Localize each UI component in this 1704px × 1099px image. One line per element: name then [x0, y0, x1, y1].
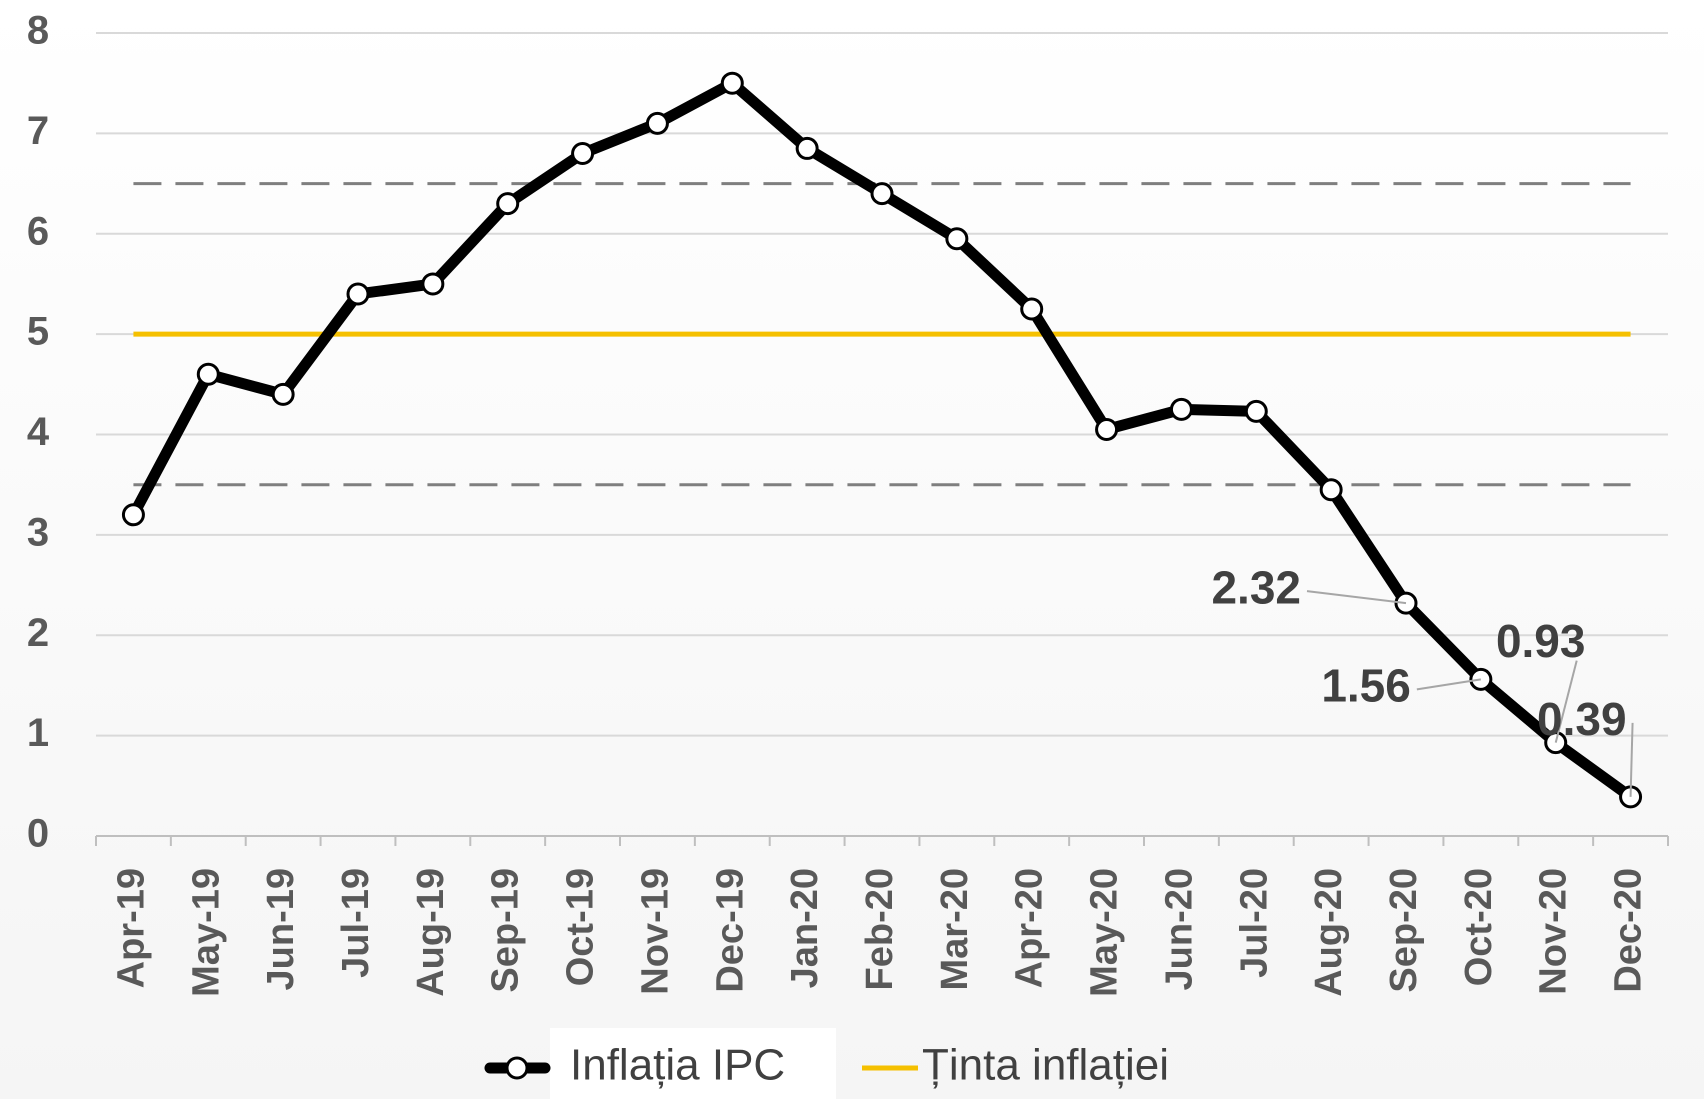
y-tick-label: 0 [27, 812, 49, 856]
y-tick-label: 5 [27, 310, 49, 354]
x-tick-label: Mar-20 [934, 868, 976, 991]
y-tick-label: 7 [27, 109, 49, 153]
y-tick-label: 2 [27, 611, 49, 655]
x-tick-label: Dec-19 [709, 868, 751, 993]
x-tick-label: Nov-20 [1533, 868, 1575, 995]
marker [870, 182, 894, 206]
y-tick-label: 8 [27, 9, 49, 53]
x-tick-label: Jun-19 [260, 868, 302, 990]
data-label: 0.39 [1537, 693, 1627, 745]
marker [795, 136, 819, 160]
x-tick-label: Nov-19 [634, 868, 676, 995]
legend-marker [505, 1056, 529, 1080]
x-tick-label: May-19 [185, 868, 227, 997]
x-tick-label: Dec-20 [1608, 868, 1650, 993]
x-tick-label: Aug-19 [410, 868, 452, 997]
legend-label: Ținta inflației [922, 1041, 1169, 1090]
x-tick-label: Sep-20 [1383, 868, 1425, 993]
data-label: 1.56 [1321, 660, 1411, 712]
marker [645, 111, 669, 135]
x-tick-label: Jul-20 [1233, 868, 1275, 978]
x-tick-label: Oct-20 [1458, 868, 1500, 986]
y-tick-label: 1 [27, 711, 49, 755]
x-tick-label: Feb-20 [859, 868, 901, 990]
marker [496, 192, 520, 216]
label-leader [1306, 590, 1407, 605]
y-tick-label: 6 [27, 209, 49, 253]
data-label: 0.93 [1496, 615, 1586, 667]
y-tick-label: 3 [27, 510, 49, 554]
marker [346, 282, 370, 306]
x-tick-label: Sep-19 [485, 868, 527, 993]
data-label: 2.32 [1211, 561, 1301, 613]
marker [421, 272, 445, 296]
marker [1244, 399, 1268, 423]
y-tick-label: 4 [27, 410, 50, 454]
marker [196, 362, 220, 386]
marker [1319, 478, 1343, 502]
marker [1095, 417, 1119, 441]
marker [571, 141, 595, 165]
marker [1169, 397, 1193, 421]
label-leader [1416, 678, 1482, 691]
label-leader [1554, 660, 1578, 743]
label-leader [1629, 722, 1634, 797]
marker [271, 382, 295, 406]
x-tick-label: Apr-20 [1009, 868, 1051, 988]
legend-box [550, 1028, 836, 1099]
marker [945, 227, 969, 251]
x-tick-label: Oct-19 [560, 868, 602, 986]
x-tick-label: Apr-19 [110, 868, 152, 988]
x-tick-label: Jun-20 [1158, 868, 1200, 990]
marker [720, 71, 744, 95]
x-tick-label: Jan-20 [784, 868, 826, 988]
marker [1020, 297, 1044, 321]
marker [121, 503, 145, 527]
x-tick-label: Jul-19 [335, 868, 377, 978]
legend-label: Inflația IPC [570, 1041, 785, 1090]
x-tick-label: Aug-20 [1308, 868, 1350, 997]
x-tick-label: May-20 [1084, 868, 1126, 997]
